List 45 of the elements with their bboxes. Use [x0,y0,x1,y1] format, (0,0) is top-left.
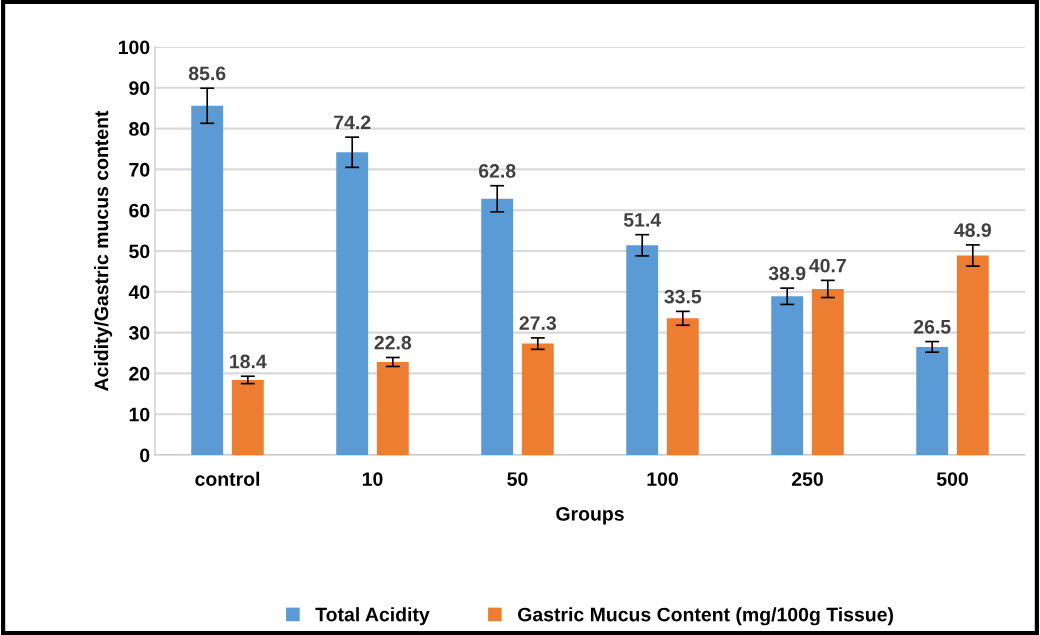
y-tick-label: 50 [129,244,150,259]
bar [956,255,989,455]
y-tick-label: 70 [129,162,150,177]
y-tick-label: 80 [129,122,150,136]
data-label: 48.9 [954,223,991,237]
data-label: 40.7 [809,258,846,273]
data-label: 62.8 [478,164,516,178]
data-label: 85.6 [188,66,226,81]
bar [336,152,369,455]
legend-label: Gastric Mucus Content (mg/100g Tissue) [518,607,893,626]
bar [916,346,949,455]
bar [811,288,844,455]
bar [191,105,224,455]
x-tick-label: 50 [507,472,528,486]
bar [521,343,554,455]
data-label: 18.4 [230,354,267,369]
x-tick-label: 250 [791,472,823,486]
bar [771,296,804,455]
data-label: 51.4 [623,213,662,227]
data-label: 27.3 [519,316,557,331]
y-tick-label: 40 [128,285,150,300]
x-axis-title: Groups [556,506,624,525]
y-tick-label: 20 [129,366,150,381]
y-tick-label: 30 [128,326,150,340]
y-tick-label: 90 [129,81,150,96]
data-label: 38.9 [768,266,806,281]
x-tick-label: 100 [647,472,678,486]
y-axis-title: Acidity/Gastric mucus content [94,110,113,391]
y-tick-label: 10 [129,407,150,422]
y-tick-label: 100 [118,40,150,55]
bar [481,198,514,455]
x-tick-label: 10 [362,472,383,486]
data-label: 26.5 [913,319,951,334]
bar [666,318,699,455]
y-tick-label: 0 [140,448,150,463]
bar [376,361,409,455]
y-tick-label: 60 [129,203,150,218]
legend-label: Total Acidity [315,607,430,626]
bar [231,379,264,455]
data-label: 33.5 [664,289,702,304]
x-tick-label: control [195,471,260,486]
data-label: 74.2 [334,115,371,130]
x-tick-label: 500 [936,472,968,486]
bar [626,245,659,455]
data-label: 22.8 [374,335,412,350]
